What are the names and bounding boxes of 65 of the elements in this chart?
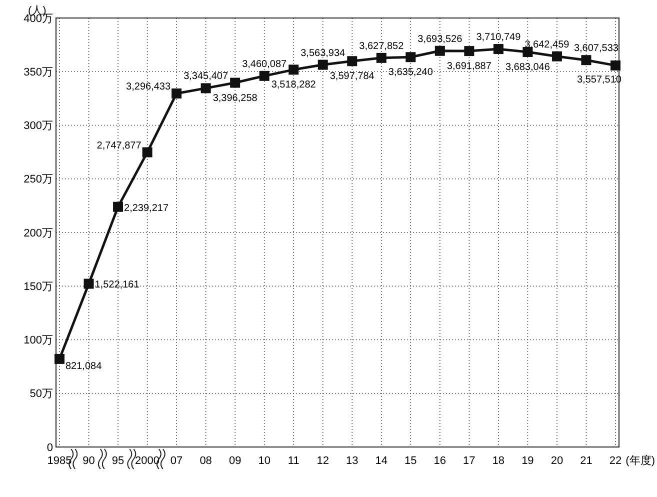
x-tick-label: 20 — [550, 455, 564, 467]
text: 3,296,433 — [126, 81, 171, 92]
x-tick-label: 11 — [288, 455, 300, 467]
point — [200, 83, 211, 94]
y-tick-label: 0 — [46, 442, 53, 454]
text: 2,239,217 — [124, 202, 169, 214]
x-tick-label: 17 — [463, 455, 476, 467]
x-tick-label: 19 — [522, 455, 534, 467]
text: 3,693,526 — [418, 34, 462, 45]
y-tick-label: 350万 — [24, 66, 53, 78]
text: 3,597,784 — [330, 71, 374, 82]
point — [434, 46, 445, 56]
point — [259, 70, 270, 81]
text: 3,642,459 — [524, 39, 570, 50]
x-tick-label: 90 — [82, 455, 95, 467]
x-tick-label: 09 — [228, 455, 242, 467]
x-tick-label: 13 — [346, 455, 358, 467]
point — [318, 60, 328, 70]
point — [347, 56, 358, 66]
x-tick-label: 21 — [580, 455, 592, 467]
y-tick-label: 50万 — [30, 388, 53, 400]
text: 3,627,852 — [359, 40, 404, 52]
text: 3,518,282 — [271, 80, 316, 91]
point — [288, 64, 299, 75]
x-tick-label: 15 — [404, 455, 417, 467]
text: 1,522,161 — [94, 280, 140, 291]
x-tick-label: 08 — [200, 455, 212, 467]
text: 821,084 — [66, 360, 102, 372]
text: 3,460,087 — [242, 58, 287, 70]
y-tick-label: 150万 — [24, 280, 53, 293]
x-tick-label: 14 — [375, 455, 388, 467]
point — [230, 78, 240, 88]
point — [172, 88, 182, 98]
text: 3,710,749 — [476, 32, 521, 44]
point — [610, 60, 620, 70]
y-tick-label: 250万 — [24, 174, 53, 186]
text: 3,345,407 — [184, 71, 228, 82]
point — [552, 51, 562, 62]
point — [142, 147, 152, 158]
point — [84, 278, 94, 289]
point — [113, 202, 124, 212]
text: 3,635,240 — [388, 67, 433, 78]
x-tick-label: 16 — [434, 455, 446, 467]
x-tick-label: 10 — [258, 455, 270, 467]
text: 3,607,533 — [574, 43, 618, 54]
text: 3,691,887 — [446, 61, 492, 72]
point — [493, 44, 504, 54]
y-tick-label: 100万 — [24, 334, 53, 347]
text: 3,563,934 — [300, 48, 346, 59]
y-tick-label: 200万 — [24, 227, 53, 240]
x-tick-label: 22 — [609, 455, 622, 467]
point — [406, 52, 416, 62]
text: 3,396,258 — [212, 92, 258, 104]
y-tick-label: 300万 — [24, 120, 53, 132]
text: 3,683,046 — [505, 62, 550, 73]
x-tick-label: 95 — [112, 455, 124, 467]
point — [54, 354, 65, 364]
text: 2,747,877 — [96, 140, 142, 152]
x-tick-label: 18 — [492, 455, 505, 467]
x-axis-title: (年度) — [626, 454, 655, 467]
point — [581, 55, 592, 66]
x-tick-label: 12 — [316, 455, 329, 467]
point — [464, 46, 474, 56]
x-tick-label: 07 — [170, 455, 183, 467]
point — [376, 52, 386, 63]
